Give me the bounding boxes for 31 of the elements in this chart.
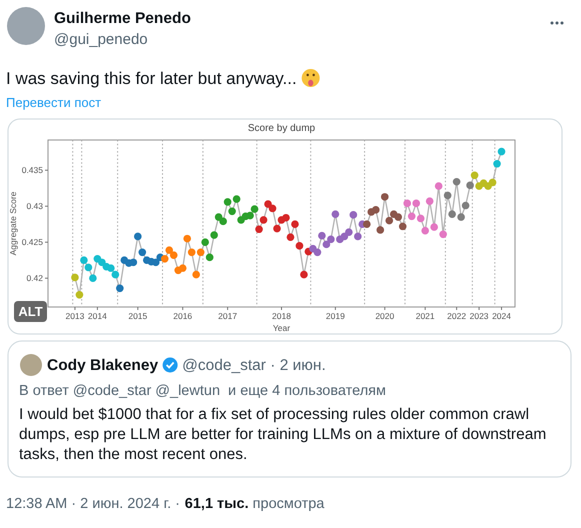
x-tick-label: 2024 — [492, 311, 512, 321]
x-tick-label: 2019 — [326, 311, 346, 321]
text: Перевести пост — [6, 95, 102, 110]
y-tick-label: 0.43 — [26, 201, 44, 212]
y-tick-label: 0.42 — [26, 273, 44, 284]
x-tick-label: 2018 — [272, 311, 292, 321]
chart-title: Score by dump — [248, 123, 316, 134]
x-tick-label: 2020 — [375, 311, 394, 321]
text: 12:38 AM · 2 июн. 2024 г. · — [6, 496, 184, 512]
x-tick-label: 2022 — [447, 311, 466, 321]
x-tick-label: 2016 — [173, 311, 192, 321]
text: В ответ @code_star @_lewtun и еще 4 пользователям — [19, 383, 386, 399]
text: 61,1 тыс. — [184, 496, 249, 512]
text: Guilherme Penedo — [54, 10, 191, 27]
x-tick-label: 2013 — [65, 311, 85, 321]
text: ALT — [18, 304, 43, 319]
text: I was saving this for later but anyway... — [6, 69, 297, 88]
x-axis-title: Year — [272, 323, 290, 333]
x-tick-label: 2021 — [416, 311, 435, 321]
text: Cody Blakeney — [47, 357, 159, 374]
text: просмотра — [248, 496, 326, 512]
text: @gui_penedo — [54, 31, 148, 48]
x-tick-label: 2017 — [218, 311, 238, 321]
text: @code_star · 2 июн. — [182, 357, 326, 374]
x-tick-label: 2014 — [88, 311, 108, 321]
y-axis-title: Aggregate Score — [8, 191, 18, 256]
x-tick-label: 2023 — [470, 311, 489, 321]
y-tick-label: 0.425 — [22, 237, 44, 248]
y-tick-label: 0.435 — [22, 165, 44, 176]
text: I would bet $1000 that for a fix set of processing rules older common crawl dumps, esp pre LLM are better for training LLMs on a mixture of downstream tasks, then the most recent ones. — [19, 406, 546, 463]
x-tick-label: 2015 — [128, 311, 148, 321]
